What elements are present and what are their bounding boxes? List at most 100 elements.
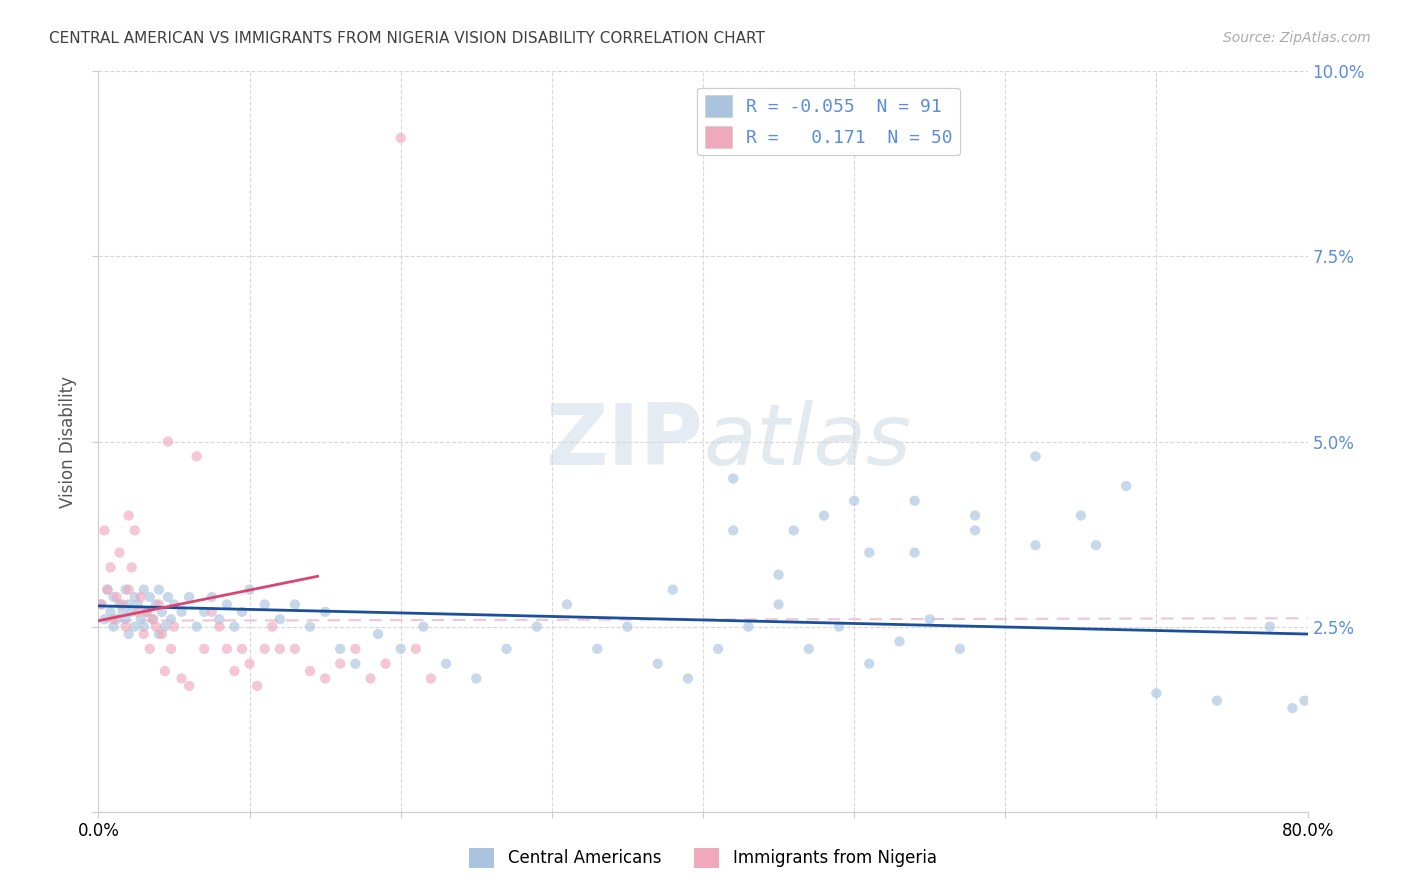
Point [949, 641, 972, 656]
Point [360, 672, 382, 686]
Point [844, 493, 866, 508]
Point [90, 598, 112, 612]
Point [148, 582, 170, 597]
Point [253, 598, 276, 612]
Point [160, 612, 183, 626]
Point [344, 641, 367, 656]
Point [299, 619, 322, 633]
Point [526, 619, 548, 633]
Point [314, 672, 336, 686]
Point [215, 641, 238, 656]
Point [93, 524, 115, 538]
Point [269, 612, 291, 626]
Point [246, 679, 269, 693]
Point [768, 598, 790, 612]
Point [661, 582, 683, 597]
Point [121, 605, 143, 619]
Point [495, 641, 517, 656]
Point [647, 657, 669, 671]
Point [186, 450, 208, 464]
Point [118, 627, 141, 641]
Point [231, 605, 253, 619]
Point [405, 641, 427, 656]
Point [253, 641, 276, 656]
Point [1144, 686, 1167, 700]
Point [676, 672, 699, 686]
Point [299, 664, 322, 678]
Point [215, 598, 238, 612]
Point [96, 582, 118, 597]
Point [344, 657, 367, 671]
Point [262, 619, 284, 633]
Point [105, 612, 128, 626]
Point [186, 619, 208, 633]
Point [127, 605, 149, 619]
Point [858, 657, 880, 671]
Point [96, 582, 118, 597]
Point [170, 605, 193, 619]
Point [148, 598, 170, 612]
Point [783, 524, 806, 538]
Point [1024, 538, 1046, 552]
Point [124, 590, 146, 604]
Point [616, 619, 638, 633]
Point [1258, 619, 1281, 633]
Point [723, 472, 745, 486]
Text: CENTRAL AMERICAN VS IMMIGRANTS FROM NIGERIA VISION DISABILITY CORRELATION CHART: CENTRAL AMERICAN VS IMMIGRANTS FROM NIGE… [49, 31, 765, 46]
Point [156, 590, 179, 604]
Point [1085, 538, 1108, 552]
Point [103, 619, 125, 633]
Point [139, 641, 162, 656]
Point [329, 657, 352, 671]
Point [90, 598, 112, 612]
Point [153, 619, 176, 633]
Point [108, 545, 131, 560]
Legend: R = -0.055  N = 91, R =   0.171  N = 50: R = -0.055 N = 91, R = 0.171 N = 50 [697, 87, 960, 155]
Point [124, 619, 146, 633]
Point [132, 627, 155, 641]
Point [465, 672, 488, 686]
Point [111, 605, 134, 619]
Point [965, 524, 987, 538]
Point [737, 619, 759, 633]
Point [118, 598, 141, 612]
Point [586, 641, 609, 656]
Point [707, 641, 730, 656]
Point [224, 664, 246, 678]
Point [179, 679, 201, 693]
Point [129, 590, 152, 604]
Point [284, 598, 307, 612]
Point [904, 493, 927, 508]
Point [124, 524, 146, 538]
Point [889, 634, 911, 648]
Point [1070, 508, 1092, 523]
Point [132, 582, 155, 597]
Point [768, 567, 790, 582]
Point [797, 641, 820, 656]
Point [150, 627, 173, 641]
Point [828, 619, 851, 633]
Point [374, 657, 396, 671]
Point [156, 434, 179, 449]
Point [105, 590, 128, 604]
Point [314, 605, 336, 619]
Point [153, 664, 176, 678]
Point [139, 590, 162, 604]
Point [965, 508, 987, 523]
Point [412, 619, 434, 633]
Point [118, 508, 141, 523]
Point [150, 605, 173, 619]
Point [163, 619, 186, 633]
Point [1294, 694, 1316, 708]
Point [193, 605, 215, 619]
Point [103, 612, 125, 626]
Point [231, 641, 253, 656]
Point [813, 508, 835, 523]
Point [121, 560, 143, 574]
Point [108, 598, 131, 612]
Point [142, 612, 165, 626]
Point [723, 524, 745, 538]
Point [160, 641, 183, 656]
Point [142, 612, 165, 626]
Point [208, 619, 231, 633]
